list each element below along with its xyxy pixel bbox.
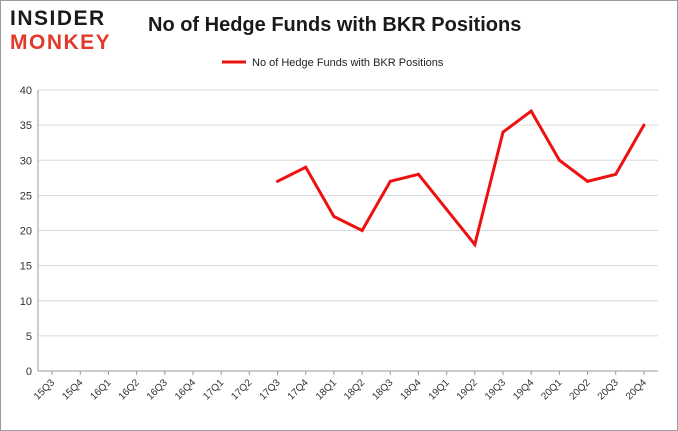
data-point-19Q1 xyxy=(445,207,449,211)
x-tick-label-18Q1: 18Q1 xyxy=(314,377,339,402)
x-tick-label-15Q3: 15Q3 xyxy=(32,377,57,402)
x-tick-label-20Q3: 20Q3 xyxy=(596,377,621,402)
x-tick-label-17Q3: 17Q3 xyxy=(258,377,283,402)
series-line-0 xyxy=(276,108,646,248)
data-point-17Q4 xyxy=(304,165,308,169)
legend-label-0: No of Hedge Funds with BKR Positions xyxy=(252,57,444,69)
x-tick-label-18Q3: 18Q3 xyxy=(370,377,395,402)
x-tick-label-16Q1: 16Q1 xyxy=(88,377,113,402)
data-point-18Q2 xyxy=(360,229,364,232)
x-tick-label-18Q2: 18Q2 xyxy=(342,377,367,402)
x-tick-label-17Q4: 17Q4 xyxy=(286,377,311,402)
x-tick-label-17Q1: 17Q1 xyxy=(201,377,226,402)
x-tick-label-16Q4: 16Q4 xyxy=(173,377,198,402)
x-tick-label-18Q4: 18Q4 xyxy=(398,377,423,402)
x-tick-label-16Q2: 16Q2 xyxy=(117,377,142,402)
x-tick-label-20Q1: 20Q1 xyxy=(539,377,564,402)
logo-line-2: MONKEY xyxy=(10,31,112,54)
data-point-20Q4 xyxy=(642,123,646,127)
data-point-19Q2 xyxy=(473,243,477,247)
y-tick-label-35: 35 xyxy=(20,120,32,132)
y-tick-label-0: 0 xyxy=(26,366,32,378)
y-tick-label-20: 20 xyxy=(20,226,32,238)
insider-monkey-logo: INSIDER MONKEY xyxy=(10,6,130,56)
x-tick-label-20Q4: 20Q4 xyxy=(624,377,649,402)
x-tick-label-19Q2: 19Q2 xyxy=(455,377,480,402)
data-point-17Q3 xyxy=(276,179,280,183)
data-point-18Q4 xyxy=(416,172,420,176)
data-point-19Q4 xyxy=(529,109,533,113)
data-point-20Q1 xyxy=(557,158,561,162)
chart-title: No of Hedge Funds with BKR Positions xyxy=(148,14,522,36)
data-point-18Q3 xyxy=(388,179,392,183)
y-tick-label-30: 30 xyxy=(20,155,32,167)
x-tick-label-19Q3: 19Q3 xyxy=(483,377,508,402)
y-tick-label-5: 5 xyxy=(26,331,32,343)
x-tick-label-15Q4: 15Q4 xyxy=(60,377,85,402)
x-tick-label-19Q4: 19Q4 xyxy=(511,377,536,402)
data-point-20Q2 xyxy=(586,179,590,183)
x-tick-label-19Q1: 19Q1 xyxy=(427,377,452,402)
y-tick-label-15: 15 xyxy=(20,261,32,273)
y-tick-label-40: 40 xyxy=(20,85,32,97)
y-tick-label-10: 10 xyxy=(20,296,32,308)
x-tick-label-20Q2: 20Q2 xyxy=(568,377,593,402)
y-tick-label-25: 25 xyxy=(20,190,32,202)
data-point-19Q3 xyxy=(501,130,505,134)
logo-line-1: INSIDER xyxy=(10,7,106,30)
x-tick-label-16Q3: 16Q3 xyxy=(145,377,170,402)
data-point-20Q3 xyxy=(614,172,618,176)
data-point-18Q1 xyxy=(332,214,336,218)
x-tick-label-17Q2: 17Q2 xyxy=(229,377,254,402)
